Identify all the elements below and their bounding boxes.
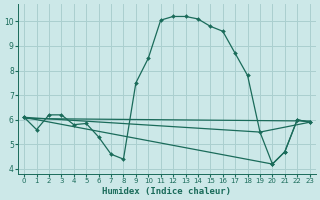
X-axis label: Humidex (Indice chaleur): Humidex (Indice chaleur) — [102, 187, 231, 196]
